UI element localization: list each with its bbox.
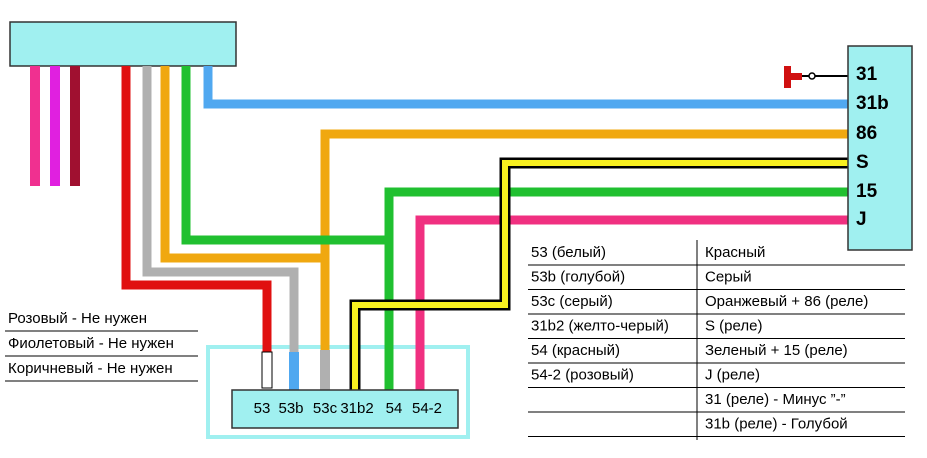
blue-wire <box>203 66 848 109</box>
table-cell: 53 (белый) <box>531 244 606 261</box>
relay-pin-label: J <box>856 209 867 230</box>
table-cell: 31b2 (желто-черый) <box>531 317 669 334</box>
connector-pin-label: 53 <box>254 400 271 417</box>
white-wire <box>261 351 273 389</box>
connector-pin-label: 54-2 <box>412 400 442 417</box>
relay-pin-label: 31b <box>856 93 889 114</box>
note: Фиолетовый - Не нужен <box>8 335 174 352</box>
pink-wire <box>30 66 40 186</box>
orange-wire <box>160 66 325 263</box>
blue-wire <box>289 352 299 390</box>
brown-wire <box>70 66 80 186</box>
table-cell: 53c (серый) <box>531 293 613 310</box>
orange-wire <box>320 129 848 350</box>
ground-symbol <box>784 73 802 80</box>
table-cell: 31 (реле) - Минус ”-” <box>705 391 846 408</box>
labels: 31 31b 86 S 15 J 53 53b 53c 31b2 54 54-2 Розовый - Н… <box>5 64 905 437</box>
connector-pin-label: 31b2 <box>340 400 373 417</box>
table-cell: 54-2 (розовый) <box>531 366 634 383</box>
table-cell: Серый <box>705 268 752 285</box>
table-cell: 31b (реле) - Голубой <box>705 415 848 432</box>
gray-wire <box>320 350 330 390</box>
table-cell: S (реле) <box>705 317 762 334</box>
pink-wire <box>415 215 848 390</box>
connector-pin-label: 53c <box>313 400 338 417</box>
relay-pin-label: 86 <box>856 123 877 144</box>
connector-pin-label: 54 <box>386 400 403 417</box>
connector-pin-label: 53b <box>278 400 303 417</box>
relay-pin-label: S <box>856 152 869 173</box>
yellow-black-wire <box>352 160 848 390</box>
green-wire <box>181 66 389 245</box>
table-cell: 53b (голубой) <box>531 268 625 285</box>
harness-block <box>9 21 237 67</box>
note: Розовый - Не нужен <box>8 310 147 327</box>
violet-wire <box>50 66 60 186</box>
red-wire <box>121 66 272 352</box>
connector-block <box>231 389 459 429</box>
table-cell: 54 (красный) <box>531 342 620 359</box>
green-wire <box>384 187 848 390</box>
connector-frame <box>206 345 470 439</box>
ground-node <box>808 72 816 80</box>
relay-pin-label: 15 <box>856 181 878 202</box>
table-cell: Зеленый + 15 (реле) <box>705 342 848 359</box>
table-cell: Оранжевый + 86 (реле) <box>705 293 868 310</box>
note: Коричневый - Не нужен <box>8 360 173 377</box>
relay-block <box>847 45 913 251</box>
table-cell: Красный <box>705 244 765 261</box>
table-cell: J (реле) <box>705 366 760 383</box>
relay-pin-label: 31 <box>856 64 878 85</box>
gray-wire <box>142 66 299 352</box>
